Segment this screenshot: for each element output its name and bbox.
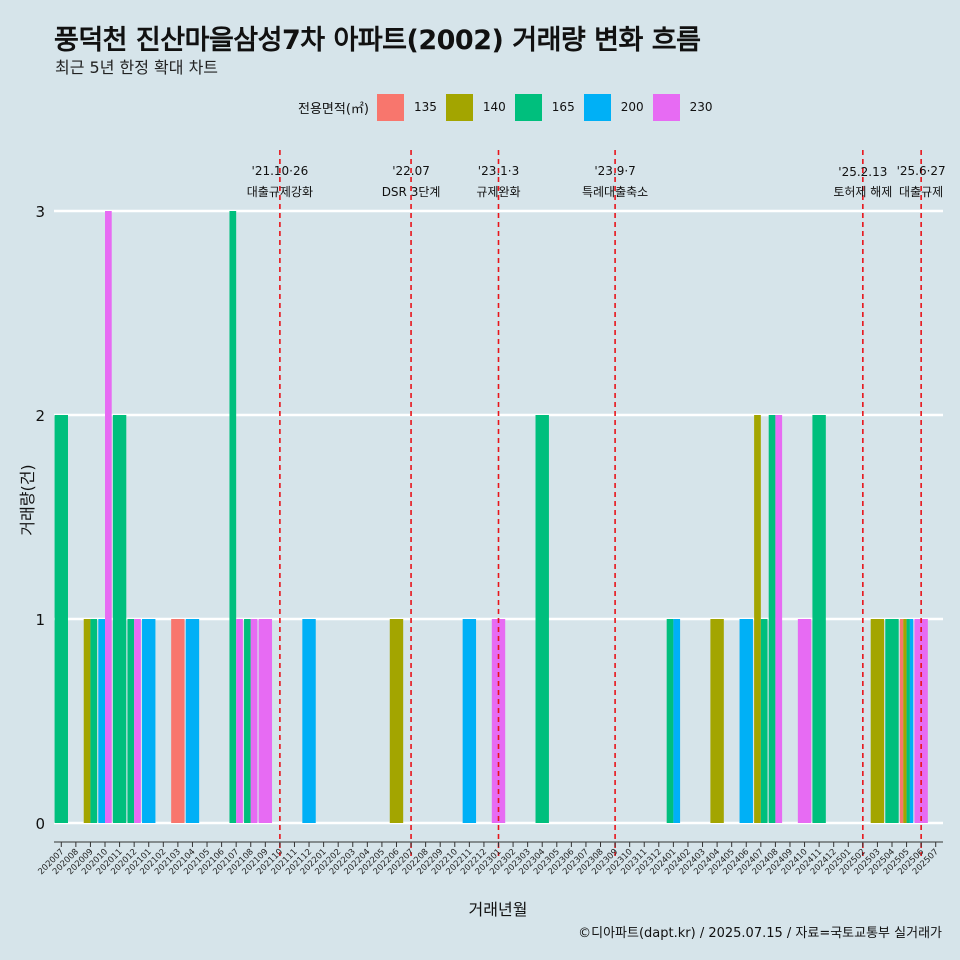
event-date-1: '22.07 [392,164,430,178]
footer-credit: ©디아파트(dapt.kr) / 2025.07.15 / 자료=국토교통부 실… [578,926,942,941]
legend-swatch-230 [652,93,680,121]
bar-202107-165 [229,211,237,823]
bar-202304-165 [535,415,549,823]
y-tick-label-1: 1 [35,611,45,629]
bar-202206-140 [389,619,404,823]
event-label-5: 대출규제 [899,185,943,199]
event-date-3: '23.9·7 [594,164,635,178]
bar-202503-140 [870,619,885,823]
y-tick-label-0: 0 [35,815,45,833]
bar-202406-200 [739,619,753,823]
event-date-0: '21.10·26 [252,164,309,178]
bar-202505-140 [903,619,907,823]
bar-202410-230 [797,619,812,823]
bar-202407-140 [754,415,761,823]
event-markers: '21.10·26 대출규제강화 '22.07 DSR 3단계 '23.1·3 규제완화 '… [247,150,946,856]
bar-202408-165 [768,415,776,823]
legend-swatch-200 [583,93,611,121]
legend-swatch-135 [376,93,404,121]
bar-202107-230 [236,619,243,823]
event-date-5: '25.6·27 [897,164,946,178]
bar-202401-165 [666,619,674,823]
event-label-4: 토허제 해제 [833,185,892,199]
legend-label-230: 230 [689,100,713,114]
legend-title: 전용면적(㎡) [298,101,369,117]
chart-title: 풍덕천 진산마을삼성7차 아파트(2002) 거래량 변화 흐름 [54,25,701,56]
legend-item-165: 165 [514,93,575,121]
bar-202211-200 [462,619,477,823]
event-label-3: 특례대출축소 [582,185,648,199]
bar-202010-200 [98,619,106,823]
bar-202408-230 [775,415,783,823]
bar-202108-230 [250,619,258,823]
event-label-0: 대출규제강화 [247,185,313,199]
event-date-2: '23.1·3 [478,164,519,178]
legend-label-135: 135 [413,100,437,114]
legend-label-165: 165 [551,100,575,114]
bar-202505-200 [909,619,914,823]
bar-202011-165 [112,415,127,823]
bar-202411-165 [812,415,826,823]
bar-202010-230 [105,211,112,823]
bar-202404-140 [710,619,724,823]
bar-202108-165 [244,619,251,823]
legend-swatch-140 [445,93,473,121]
bar-202007-165 [54,415,68,823]
y-axis-title: 거래량(건) [18,464,37,535]
event-label-1: DSR 3단계 [382,185,441,199]
bar-202401-200 [673,619,681,823]
bar-202505-135 [899,619,904,823]
chart-subtitle: 최근 5년 한정 확대 차트 [55,58,219,77]
event-date-4: '25.2.13 [838,165,887,179]
bar-202012-165 [127,619,135,823]
bar-202505-165 [906,619,910,823]
bar-202103-135 [171,619,185,823]
y-tick-label-2: 2 [35,407,45,425]
y-tick-label-3: 3 [35,203,45,221]
bar-202407-165 [760,619,768,823]
legend-swatch-165 [514,93,542,121]
bar-202009-140 [83,619,91,823]
legend-item-200: 200 [583,93,644,121]
legend-label-200: 200 [620,100,644,114]
legend-item-230: 230 [652,93,713,121]
x-axis-title: 거래년월 [469,900,528,919]
legend-label-140: 140 [482,100,506,114]
bar-202104-200 [185,619,200,823]
legend: 전용면적(㎡) 135 140 165 200 230 [298,93,722,121]
legend-item-140: 140 [445,93,506,121]
event-label-2: 규제완화 [476,185,520,199]
bar-202112-200 [302,619,316,823]
bar-202009-165 [90,619,98,823]
bar-202101-200 [142,619,156,823]
bar-202109-230 [258,619,273,823]
bars [54,211,928,823]
bar-202504-165 [885,619,899,823]
legend-item-135: 135 [376,93,437,121]
bar-202012-230 [134,619,141,823]
